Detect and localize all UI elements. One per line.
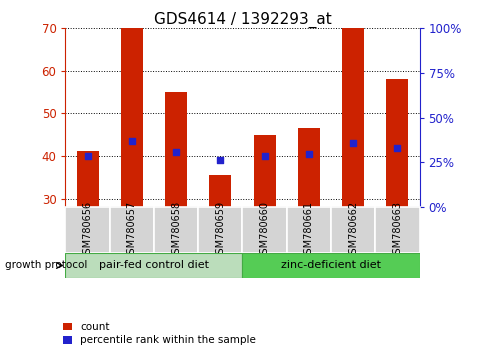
Title: GDS4614 / 1392293_at: GDS4614 / 1392293_at	[153, 12, 331, 28]
Bar	[330, 207, 375, 253]
Bar	[121, 28, 143, 207]
Bar	[286, 207, 330, 253]
Bar	[253, 135, 275, 207]
Bar	[209, 175, 231, 207]
Text: zinc-deficient diet: zinc-deficient diet	[280, 261, 380, 270]
Bar	[65, 207, 109, 253]
Text: GSM780657: GSM780657	[127, 200, 136, 260]
Point	[216, 158, 224, 163]
Text: GSM780660: GSM780660	[259, 201, 269, 259]
Bar	[297, 129, 319, 207]
Text: GSM780656: GSM780656	[82, 200, 92, 260]
Bar	[375, 207, 419, 253]
Legend: count, percentile rank within the sample: count, percentile rank within the sample	[63, 322, 256, 345]
Point	[348, 141, 356, 146]
Bar	[386, 79, 408, 207]
Text: pair-fed control diet: pair-fed control diet	[99, 261, 209, 270]
Text: GSM780659: GSM780659	[215, 200, 225, 260]
Point	[304, 151, 312, 157]
Text: GSM780663: GSM780663	[392, 201, 402, 259]
Text: growth protocol: growth protocol	[5, 261, 87, 270]
Text: GSM780658: GSM780658	[171, 200, 181, 260]
Point	[393, 145, 400, 150]
Bar	[153, 207, 198, 253]
Text: GSM780661: GSM780661	[303, 201, 313, 259]
Bar	[242, 253, 419, 278]
Bar	[109, 207, 153, 253]
Text: GSM780662: GSM780662	[348, 200, 357, 260]
Bar	[165, 92, 187, 207]
Point	[84, 153, 91, 159]
Point	[172, 149, 180, 155]
Bar	[65, 253, 242, 278]
Bar	[242, 207, 286, 253]
Bar	[76, 151, 98, 207]
Point	[128, 138, 136, 144]
Bar	[198, 207, 242, 253]
Point	[260, 153, 268, 159]
Bar	[341, 28, 363, 207]
